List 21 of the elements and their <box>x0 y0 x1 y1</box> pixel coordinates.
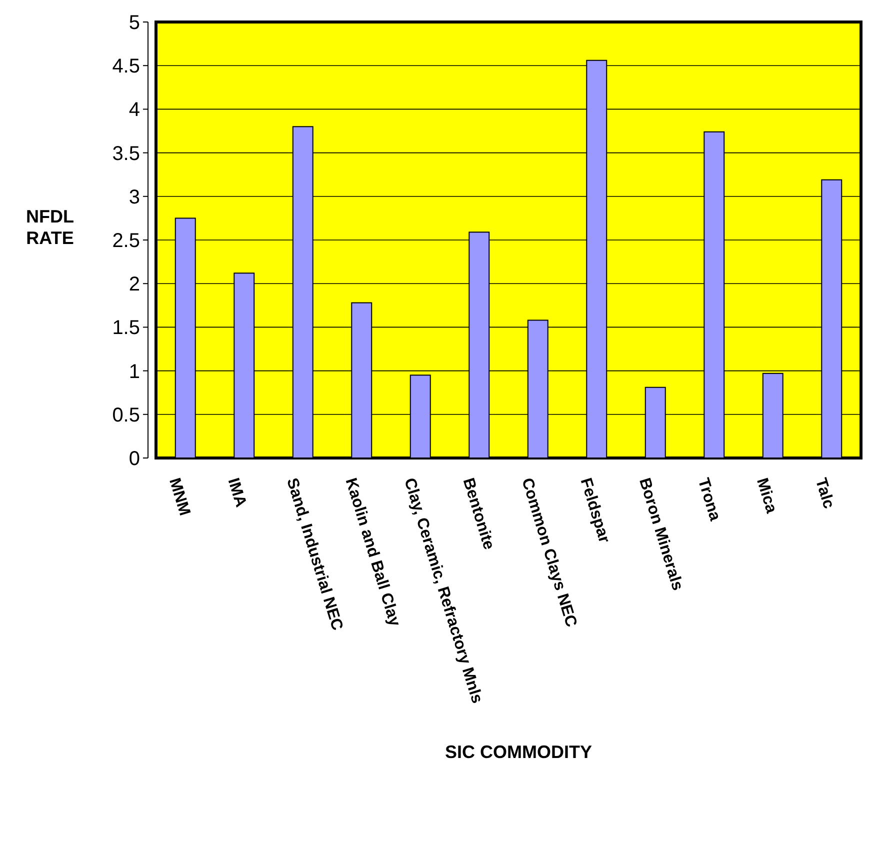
x-tick-label: MNM <box>166 476 193 518</box>
y-tick-label: 4.5 <box>112 56 140 78</box>
x-tick-label: Trona <box>694 476 724 523</box>
x-axis-title: SIC COMMODITY <box>445 742 592 762</box>
x-tick-label: Boron Minerals <box>636 476 686 593</box>
y-tick-label: 3 <box>128 186 140 208</box>
x-tick-label: Mica <box>753 476 780 516</box>
y-tick-label: 1.5 <box>112 317 140 340</box>
y-tick-label: 0.5 <box>112 404 140 426</box>
y-tick-label: 4 <box>128 99 140 122</box>
x-tick-label: Common Clays NEC <box>518 476 580 630</box>
y-tick-label: 0 <box>128 448 140 470</box>
x-tick-label: IMA <box>224 476 250 510</box>
y-tick-label: 1 <box>128 360 140 383</box>
y-tick-label: 3.5 <box>112 142 140 165</box>
x-tick-label: Kaolin and Ball Clay <box>342 476 404 628</box>
y-tick-label: 2 <box>128 274 140 296</box>
x-tick-label: Talc <box>812 476 838 511</box>
y-axis-title: NFDL RATE <box>26 206 74 248</box>
y-tick-label: 5 <box>128 12 140 34</box>
y-tick-label: 2.5 <box>112 230 140 252</box>
